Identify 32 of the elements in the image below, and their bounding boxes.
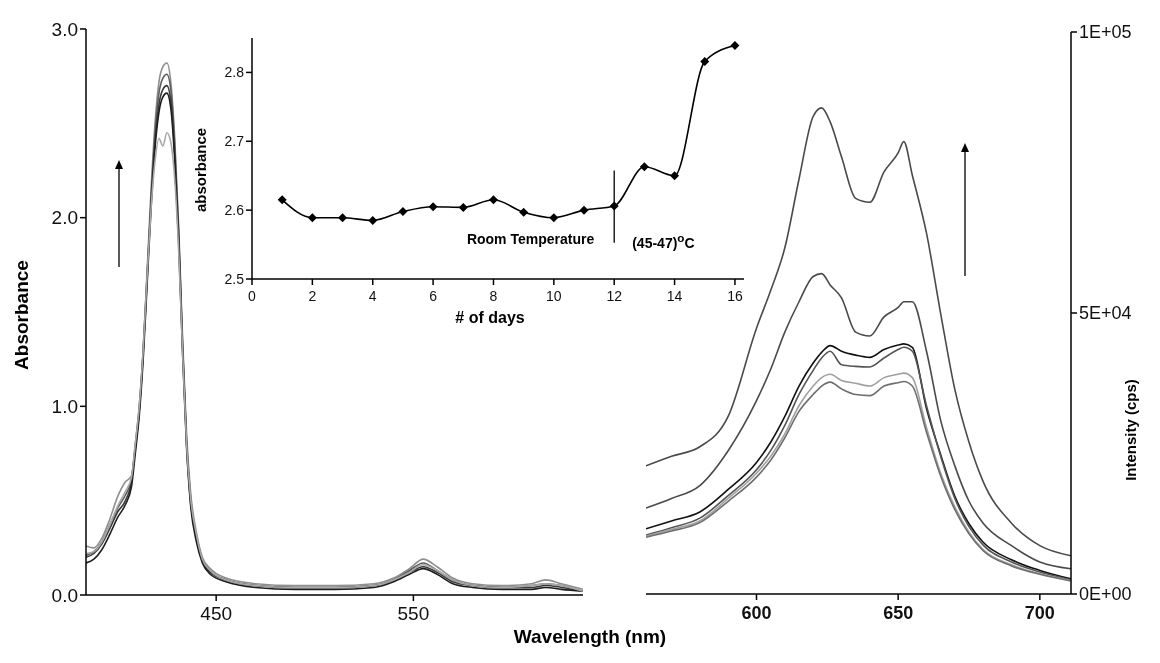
x-tick-label: 8 xyxy=(489,287,498,304)
x-tick-label: 4 xyxy=(368,287,377,304)
y-tick-label: 2.7 xyxy=(224,133,245,150)
x-tick-label: 600 xyxy=(741,602,772,623)
x-tick-label: 700 xyxy=(1024,602,1055,623)
x-tick-label: 6 xyxy=(429,287,438,304)
y2-axis-title: Intensity (cps) xyxy=(1121,379,1139,481)
y-tick-label: 1.0 xyxy=(51,396,78,418)
y-tick-label: 2.8 xyxy=(224,64,245,81)
y2-tick-label: 1E+05 xyxy=(1079,22,1132,43)
y2-tick-label: 5E+04 xyxy=(1079,303,1132,324)
x-tick-label: 450 xyxy=(200,603,233,625)
annotation: (45-47)$^{o}$C xyxy=(632,230,695,251)
y-axis-title: Absorbance xyxy=(11,260,33,370)
x-tick-label: 14 xyxy=(666,287,683,304)
x-tick-label: 550 xyxy=(397,603,430,625)
x-tick-label: 12 xyxy=(606,287,623,304)
y-tick-label: 3.0 xyxy=(51,18,78,40)
x-axis-title: Wavelength (nm) xyxy=(513,626,667,648)
x-tick-label: 0 xyxy=(248,287,257,304)
x-tick-label: 2 xyxy=(308,287,317,304)
y-tick-label: 2.0 xyxy=(51,207,78,229)
y2-tick-label: 0E+00 xyxy=(1079,584,1132,605)
x-tick-label: 16 xyxy=(727,287,743,304)
x-axis-title: # of days xyxy=(455,309,525,327)
x-tick-label: 10 xyxy=(546,287,562,304)
y-tick-label: 2.5 xyxy=(224,270,245,287)
y-tick-label: 0.0 xyxy=(51,584,78,606)
annotation: Room Temperature xyxy=(466,230,595,247)
x-tick-label: 650 xyxy=(883,602,914,623)
y-tick-label: 2.6 xyxy=(224,202,245,219)
y-axis-title: absorbance xyxy=(191,127,209,213)
